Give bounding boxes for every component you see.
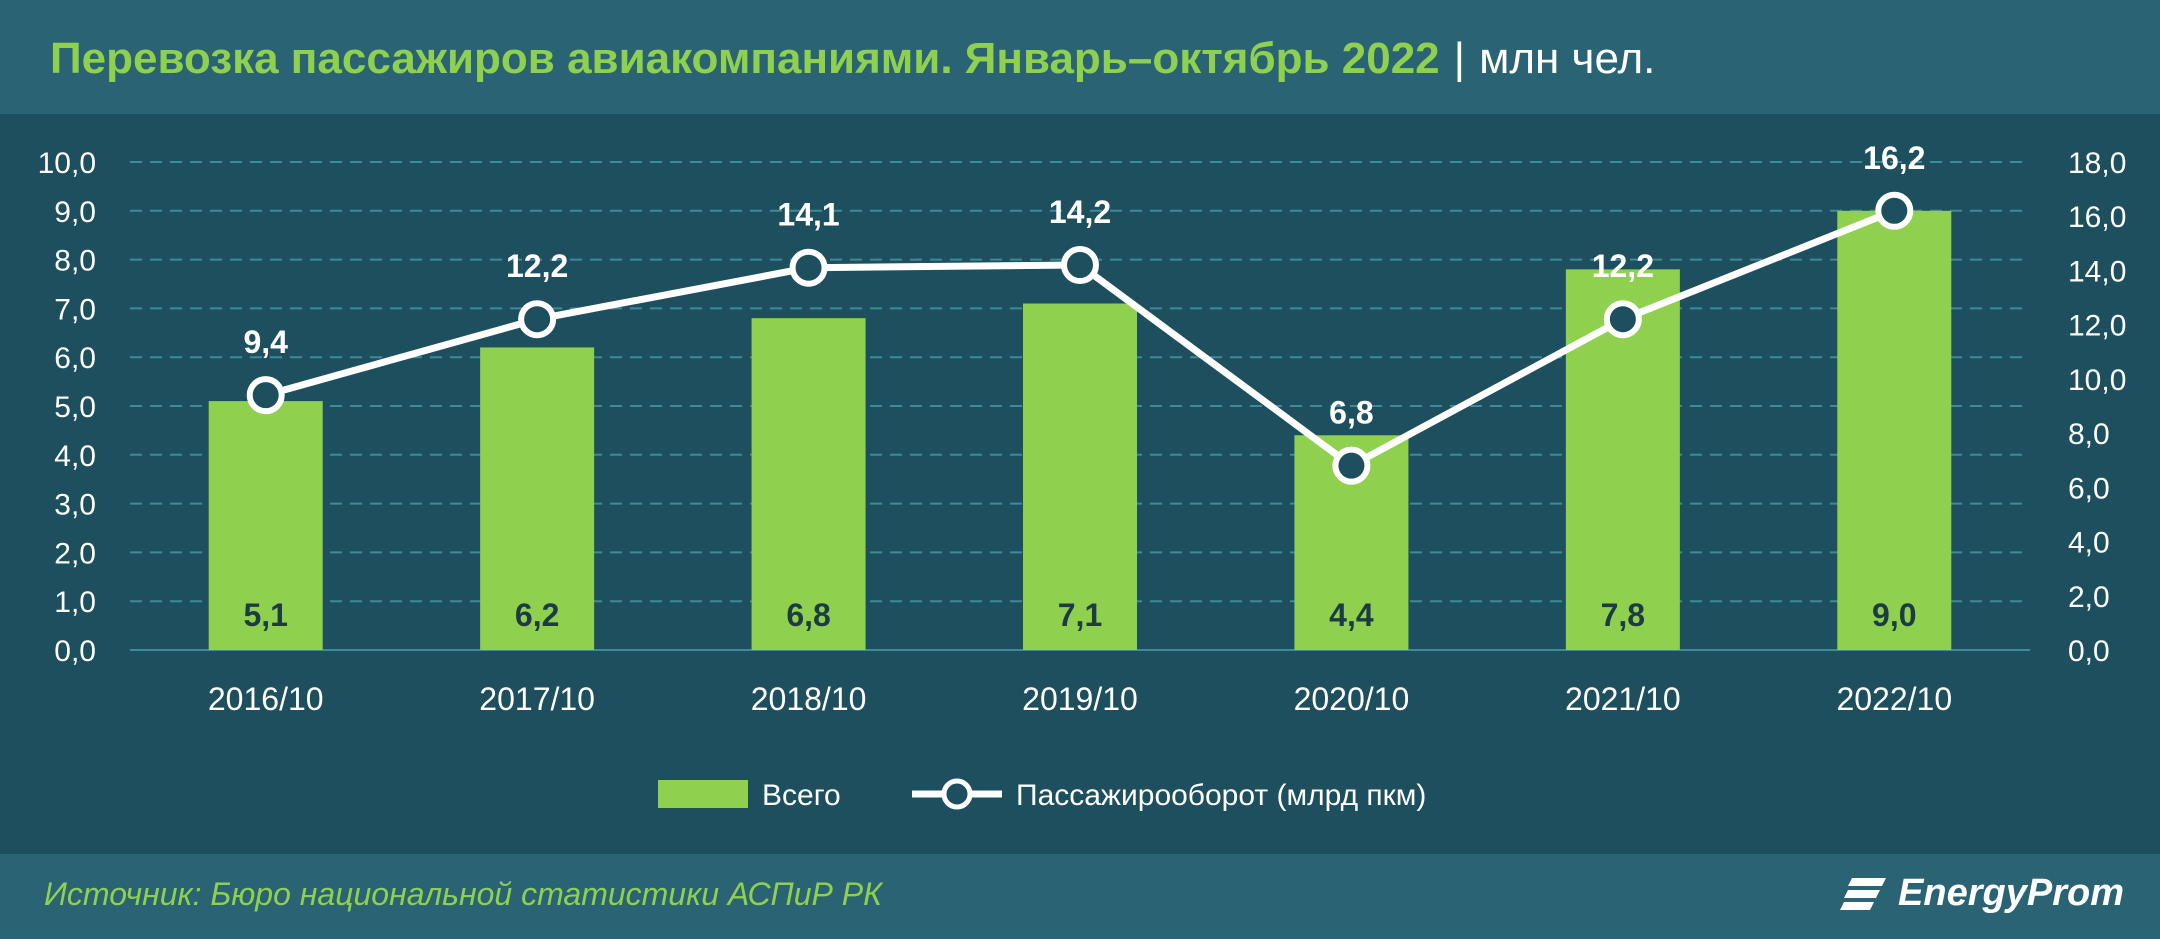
line-point [1875,191,1914,230]
bar-value-label: 4,4 [1329,597,1374,633]
bar [480,347,595,650]
line-point [246,376,285,415]
legend-line-label: Пассажирооборот (млрд пкм) [1016,779,1426,812]
y-left-tick-label: 6,0 [54,342,96,375]
y-left-tick-label: 1,0 [54,586,96,619]
x-tick-label: 2018/10 [751,681,867,717]
line-point [1061,246,1099,285]
line-value-label: 14,1 [777,197,839,233]
y-right-tick-label: 12,0 [2068,310,2126,343]
line-value-label: 6,8 [1329,395,1373,431]
title-text: Перевозка пассажиров авиакомпаниями. Янв… [50,34,1440,83]
y-right-tick-label: 6,0 [2068,472,2110,505]
bar-value-label: 5,1 [243,597,287,633]
line-value-label: 16,2 [1863,140,1925,176]
x-tick-label: 2020/10 [1294,681,1410,717]
brand-text: EnergyProm [1898,872,2124,914]
y-left-tick-label: 8,0 [54,245,96,278]
y-left-tick-label: 10,0 [38,147,96,180]
line-value-label: 12,2 [1592,248,1654,284]
line-value-label: 12,2 [506,248,568,284]
footer-band: Источник: Бюро национальной статистики А… [0,854,2160,939]
y-right-tick-label: 14,0 [2068,255,2126,288]
bar [751,318,866,650]
line-point [789,248,828,287]
bar-value-label: 6,8 [786,597,830,633]
x-tick-label: 2022/10 [1836,681,1952,717]
bar-value-label: 7,8 [1601,597,1645,633]
chart-title: Перевозка пассажиров авиакомпаниями. Янв… [50,34,1655,84]
source-note: Источник: Бюро национальной статистики А… [44,876,882,912]
chart-area: 0,0 1,0 2,0 3,0 4,0 5,0 6,0 7,0 8,0 9,0 10,0 0,0 2,0… [0,114,2160,854]
brand-logo: EnergyProm [1840,872,2124,915]
y-right-tick-label: 4,0 [2068,527,2110,560]
energyprom-logo-icon [1840,877,1887,910]
y-left-tick-label: 4,0 [54,440,96,473]
bar-value-label: 7,1 [1058,597,1102,633]
bar [208,401,323,650]
y-right-tick-label: 0,0 [2068,635,2110,668]
y-left-tick-label: 2,0 [54,537,96,570]
x-tick-label: 2021/10 [1565,681,1681,717]
y-left-tick-label: 9,0 [54,196,96,229]
line-value-label: 14,2 [1049,194,1111,230]
combo-chart: 0,0 1,0 2,0 3,0 4,0 5,0 6,0 7,0 8,0 9,0 10,0 0,0 2,0… [38,140,2127,812]
y-right-tick-label: 18,0 [2068,147,2126,180]
legend-bar-label: Всего [762,779,841,812]
y-left-tick-label: 7,0 [54,293,96,326]
title-unit: млн чел. [1479,34,1656,83]
y-left-tick-label: 0,0 [54,635,96,668]
line-point [1603,300,1642,339]
y-left-tick-label: 3,0 [54,489,96,522]
y-right-tick-label: 16,0 [2068,201,2126,234]
x-tick-label: 2017/10 [479,681,595,717]
bar-value-label: 6,2 [515,597,559,633]
bar [1837,210,1952,651]
x-tick-label: 2019/10 [1022,681,1138,717]
x-tick-label: 2016/10 [208,681,324,717]
line-value-label: 9,4 [243,324,288,360]
y-right-tick-label: 2,0 [2068,581,2110,614]
line-point [518,300,557,339]
bar-value-label: 9,0 [1872,597,1916,633]
legend-line-marker [941,778,973,810]
y-right-tick-label: 8,0 [2068,418,2110,451]
header-band: Перевозка пассажиров авиакомпаниями. Янв… [0,0,2160,114]
legend-bar-swatch [658,780,748,808]
y-right-tick-label: 10,0 [2068,364,2126,397]
line-point [1332,446,1371,485]
bar [1023,303,1137,650]
y-left-tick-label: 5,0 [54,391,96,424]
title-separator: | [1453,34,1466,83]
